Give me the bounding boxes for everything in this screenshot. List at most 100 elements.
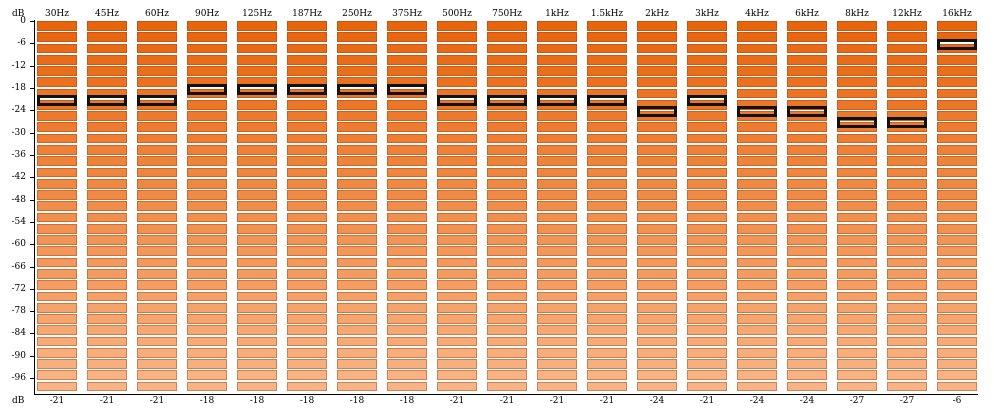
band-level-segment [137, 77, 177, 88]
band-slider-track[interactable] [837, 21, 877, 393]
band-value-label: -21 [99, 396, 115, 406]
band-slider-handle[interactable] [337, 83, 377, 95]
band-level-segment [337, 246, 377, 257]
band-level-segment [787, 88, 827, 99]
band-level-segment [187, 43, 227, 54]
band-value-label: -24 [799, 396, 815, 406]
band-slider-track[interactable] [237, 21, 277, 393]
band-slider-handle[interactable] [737, 106, 777, 118]
band-level-segment [637, 246, 677, 257]
band-frequency-label: 187Hz [292, 9, 322, 19]
band-level-segment [387, 43, 427, 54]
band-level-segment [437, 223, 477, 234]
band-level-segment [787, 201, 827, 212]
band-level-segment [837, 314, 877, 324]
band-slider-track[interactable] [487, 21, 527, 393]
band-slider-handle[interactable] [487, 95, 527, 107]
band-level-segment [737, 156, 777, 167]
band-level-segment [387, 201, 427, 212]
band-level-segment [837, 99, 877, 110]
band-slider-handle[interactable] [37, 95, 77, 107]
band-level-segment [637, 201, 677, 212]
band-slider-handle[interactable] [687, 95, 727, 107]
band-slider-handle[interactable] [887, 117, 927, 129]
band-slider-track[interactable] [587, 21, 627, 393]
band-level-segment [37, 77, 77, 88]
band-slider-track[interactable] [387, 21, 427, 393]
band-level-segment [187, 212, 227, 223]
y-tick-mark [30, 267, 34, 268]
band-level-segment [587, 223, 627, 234]
band-level-segment [687, 325, 727, 336]
y-tick-label: -18 [11, 82, 27, 93]
band-slider-handle[interactable] [437, 95, 477, 107]
band-slider-track[interactable] [87, 21, 127, 393]
band-slider-track[interactable] [337, 21, 377, 393]
band-slider-handle[interactable] [387, 83, 427, 95]
band-slider-track[interactable] [787, 21, 827, 393]
band-slider-track[interactable] [287, 21, 327, 393]
band-slider-handle[interactable] [587, 95, 627, 107]
band-level-segment [687, 21, 727, 31]
band-level-segment [337, 269, 377, 279]
band-level-segment [687, 133, 727, 144]
band-level-segment [537, 325, 577, 336]
band-slider-track[interactable] [737, 21, 777, 393]
band-slider-track[interactable] [637, 21, 677, 393]
band-level-segment [887, 223, 927, 234]
band-level-segment [687, 201, 727, 212]
band-slider-handle[interactable] [87, 95, 127, 107]
band-slider-track[interactable] [37, 21, 77, 393]
band-level-segment [387, 336, 427, 347]
band-level-segment [787, 156, 827, 167]
band-slider-handle[interactable] [937, 39, 977, 51]
band-level-segment [837, 336, 877, 347]
band-level-segment [837, 291, 877, 302]
band-slider-track[interactable] [437, 21, 477, 393]
band-level-segment [687, 122, 727, 133]
band-slider-handle[interactable] [287, 83, 327, 95]
band-slider-track[interactable] [887, 21, 927, 393]
band-level-segment [587, 43, 627, 54]
band-slider-handle[interactable] [787, 106, 827, 118]
band-slider-handle[interactable] [537, 95, 577, 107]
band-level-segment [837, 156, 877, 167]
band-slider-handle[interactable] [237, 83, 277, 95]
band-level-segment [637, 212, 677, 223]
band-level-segment [387, 133, 427, 144]
band-level-segment [637, 21, 677, 31]
band-level-segment [887, 156, 927, 167]
band-level-segment [887, 190, 927, 200]
band-level-segment [937, 190, 977, 200]
band-level-segment [287, 246, 327, 257]
band-level-segment [537, 122, 577, 133]
band-level-segment [137, 54, 177, 65]
band-slider-track[interactable] [687, 21, 727, 393]
band-level-segment [37, 291, 77, 302]
band-level-segment [87, 190, 127, 200]
band-slider-handle[interactable] [837, 117, 877, 129]
band-level-segment [237, 381, 277, 392]
band-level-segment [237, 178, 277, 189]
band-level-segment [887, 235, 927, 245]
band-level-segment [937, 280, 977, 291]
band-slider-handle[interactable] [637, 106, 677, 118]
y-tick-mark [30, 21, 34, 22]
band-level-segment [687, 280, 727, 291]
band-level-segment [537, 381, 577, 392]
band-level-segment [837, 359, 877, 369]
band-slider-handle[interactable] [187, 83, 227, 95]
band-slider-track[interactable] [137, 21, 177, 393]
band-level-segment [37, 122, 77, 133]
band-level-segment [937, 291, 977, 302]
y-axis-line [34, 20, 35, 394]
band-slider-handle[interactable] [137, 95, 177, 107]
band-slider-track[interactable] [537, 21, 577, 393]
band-level-segment [787, 54, 827, 65]
band-value-label: -24 [749, 396, 765, 406]
band-level-segment [737, 223, 777, 234]
band-slider-track[interactable] [937, 21, 977, 393]
band-level-segment [637, 291, 677, 302]
band-slider-track[interactable] [187, 21, 227, 393]
band-level-segment [587, 111, 627, 121]
